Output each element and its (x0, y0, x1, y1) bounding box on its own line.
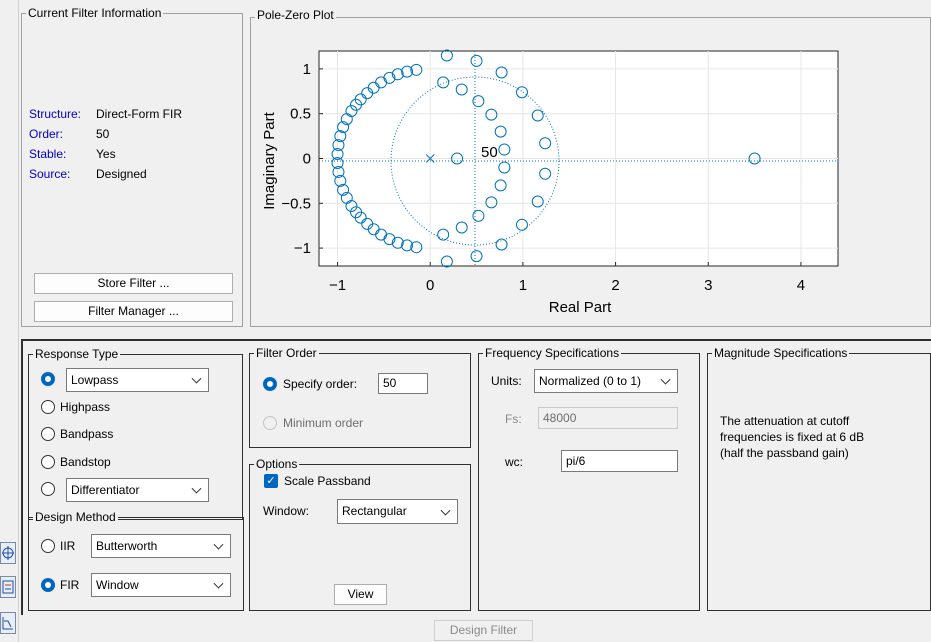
differentiator-select-value: Differentiator (71, 483, 140, 497)
design-panel (21, 339, 931, 615)
left-edge-strip (0, 0, 19, 642)
wc-label: wc: (505, 455, 523, 469)
minimum-order-radio (263, 416, 277, 430)
view-button[interactable]: View (334, 584, 387, 605)
window-label: Window: (263, 504, 310, 518)
bandstop-label[interactable]: Bandstop (60, 455, 111, 469)
units-select[interactable]: Normalized (0 to 1) (534, 369, 678, 393)
source-label: Source: (29, 167, 71, 181)
frequency-specs-panel: Frequency Specifications Units: Normaliz… (478, 346, 700, 611)
order-value: 50 (96, 127, 110, 141)
iir-label[interactable]: IIR (60, 539, 76, 553)
iir-radio[interactable] (41, 539, 55, 553)
structure-label: Structure: (29, 107, 82, 121)
options-panel: Options ✓ Scale Passband Window: Rectang… (249, 457, 471, 611)
frequency-specs-title: Frequency Specifications (483, 346, 622, 360)
fs-input: 48000 (538, 407, 678, 429)
window-select[interactable]: Rectangular (337, 499, 458, 524)
filter-order-panel: Filter Order Specify order: 50 Minimum o… (249, 346, 471, 448)
source-value: Designed (96, 167, 147, 181)
magnitude-specs-panel: Magnitude Specifications The attenuation… (707, 346, 931, 611)
store-filter-button[interactable]: Store Filter ... (34, 273, 233, 294)
iir-select-value: Butterworth (96, 539, 158, 553)
bandpass-label[interactable]: Bandpass (60, 427, 114, 441)
highpass-label[interactable]: Highpass (60, 400, 111, 414)
design-filter-button[interactable]: Design Filter (434, 620, 533, 641)
chevron-down-icon (213, 539, 224, 550)
differentiator-radio[interactable] (41, 482, 55, 496)
stable-value: Yes (96, 147, 116, 161)
current-filter-title: Current Filter Information (26, 6, 164, 20)
lowpass-select-value: Lowpass (71, 373, 119, 387)
fir-select[interactable]: Window (91, 573, 231, 597)
design-tool-icon[interactable] (0, 612, 16, 634)
stable-label: Stable: (29, 147, 67, 161)
bandpass-radio[interactable] (41, 427, 55, 441)
magnitude-specs-title: Magnitude Specifications (712, 346, 850, 360)
window-select-value: Rectangular (342, 504, 407, 518)
order-input[interactable]: 50 (378, 373, 428, 394)
specify-order-radio[interactable] (263, 377, 277, 391)
response-type-panel: Response Type Lowpass Highpass Bandpass … (28, 347, 243, 520)
magnitude-specs-note: The attenuation at cutoff frequencies is… (720, 414, 865, 460)
chevron-down-icon (191, 483, 202, 494)
bandstop-radio[interactable] (41, 455, 55, 469)
units-label: Units: (491, 374, 522, 388)
design-method-title: Design Method (33, 510, 118, 524)
chevron-down-icon (213, 578, 224, 589)
specify-order-label[interactable]: Specify order: (283, 377, 358, 391)
lowpass-radio[interactable] (41, 372, 55, 386)
fir-radio[interactable] (41, 578, 55, 592)
order-label: Order: (29, 127, 64, 141)
units-select-value: Normalized (0 to 1) (539, 374, 642, 388)
current-filter-panel: Current Filter Information Structure: Di… (21, 6, 243, 327)
wc-input[interactable]: pi/6 (561, 450, 678, 472)
minimum-order-label: Minimum order (283, 416, 364, 430)
iir-select[interactable]: Butterworth (91, 534, 231, 558)
scale-passband-checkbox[interactable]: ✓ (264, 474, 278, 488)
lowpass-select[interactable]: Lowpass (66, 368, 209, 392)
differentiator-select[interactable]: Differentiator (66, 478, 209, 502)
transform-tool-icon[interactable] (0, 576, 16, 598)
structure-value: Direct-Form FIR (96, 107, 182, 121)
pole-zero-title: Pole-Zero Plot (255, 8, 336, 22)
chevron-down-icon (191, 373, 202, 384)
highpass-radio[interactable] (41, 400, 55, 414)
fir-label[interactable]: FIR (60, 578, 80, 592)
pole-zero-tool-icon[interactable] (0, 542, 16, 564)
options-title: Options (254, 457, 300, 471)
chevron-down-icon (660, 374, 671, 385)
filter-manager-button[interactable]: Filter Manager ... (34, 301, 233, 322)
fs-label: Fs: (505, 412, 522, 426)
pole-zero-panel: Pole-Zero Plot (250, 8, 931, 327)
scale-passband-label[interactable]: Scale Passband (284, 474, 371, 488)
design-method-panel: Design Method IIR Butterworth FIR Window (28, 510, 244, 611)
response-type-title: Response Type (33, 347, 121, 361)
filter-order-title: Filter Order (254, 346, 319, 360)
fir-select-value: Window (96, 578, 139, 592)
chevron-down-icon (440, 505, 451, 516)
